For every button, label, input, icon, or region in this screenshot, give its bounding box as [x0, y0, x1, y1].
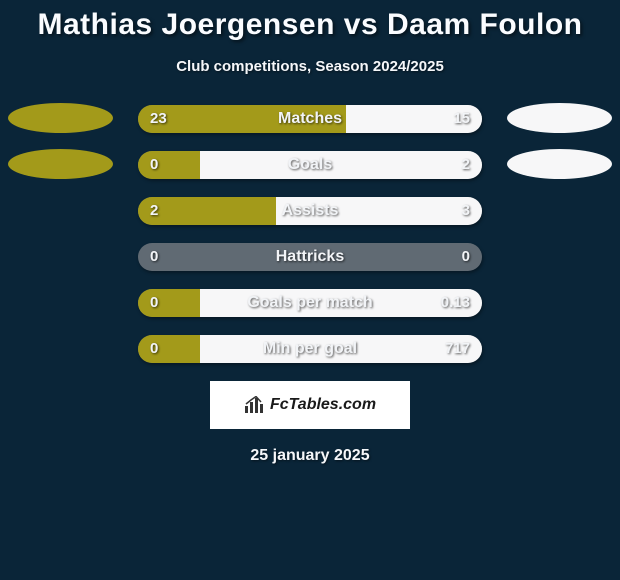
stat-row: 02Goals — [0, 151, 620, 179]
stat-row: 00.13Goals per match — [0, 289, 620, 317]
chart-icon — [244, 396, 264, 414]
stat-bar: 0 0Hattricks — [138, 243, 482, 271]
stat-bar: 00.13Goals per match — [138, 289, 482, 317]
stats-area: 2315Matches 02Goals 23Assists 0 0Hattricks 00… — [0, 105, 620, 363]
stat-row: 0 0Hattricks — [0, 243, 620, 271]
stat-label: Hattricks — [138, 243, 482, 271]
stat-bar-right-fill — [200, 335, 482, 363]
stat-bar-left-fill — [138, 197, 276, 225]
stat-bar-right-fill — [200, 289, 482, 317]
stat-bar-left-fill — [138, 289, 200, 317]
stat-bar-left-fill — [138, 105, 346, 133]
stat-bar-right-fill — [276, 197, 482, 225]
stat-bar-right-fill — [346, 105, 482, 133]
date-text: 25 january 2025 — [0, 447, 620, 465]
source-badge: FcTables.com — [210, 381, 410, 429]
player-left-oval — [8, 149, 113, 179]
stat-bar-right-fill — [200, 151, 482, 179]
stat-bar: 2315Matches — [138, 105, 482, 133]
stat-value-right: 0 — [462, 243, 470, 271]
badge-text: FcTables.com — [270, 396, 376, 414]
stat-value-left: 0 — [150, 243, 158, 271]
stat-row: 23Assists — [0, 197, 620, 225]
player-right-oval — [507, 149, 612, 179]
stat-row: 2315Matches — [0, 105, 620, 133]
stat-bar-left-fill — [138, 335, 200, 363]
player-left-oval — [8, 103, 113, 133]
page-title: Mathias Joergensen vs Daam Foulon — [0, 0, 620, 42]
stat-bar: 0717Min per goal — [138, 335, 482, 363]
player-right-oval — [507, 103, 612, 133]
subtitle: Club competitions, Season 2024/2025 — [0, 58, 620, 75]
stat-row: 0717Min per goal — [0, 335, 620, 363]
stat-bar-left-fill — [138, 151, 200, 179]
stat-bar: 23Assists — [138, 197, 482, 225]
stat-bar: 02Goals — [138, 151, 482, 179]
